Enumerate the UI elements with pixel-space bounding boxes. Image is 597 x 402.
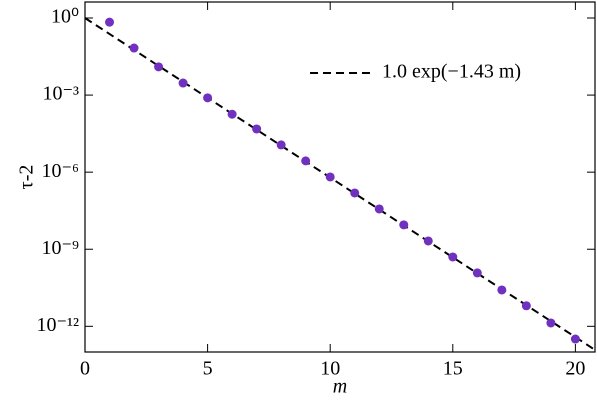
data-point <box>252 124 262 134</box>
y-tick-label: 10⁻⁶ <box>41 160 79 182</box>
data-point <box>472 268 482 278</box>
fit-line <box>85 17 595 351</box>
data-point <box>521 301 531 311</box>
y-tick-label: 10⁻³ <box>42 83 79 105</box>
data-point <box>350 188 360 198</box>
data-point <box>399 220 409 230</box>
data-point <box>178 78 188 88</box>
data-point <box>105 17 115 27</box>
plot-area <box>85 17 595 351</box>
data-point <box>570 334 580 344</box>
y-axis-label: τ-2 <box>16 165 38 190</box>
data-point <box>227 109 237 119</box>
x-tick-label: 5 <box>203 358 213 380</box>
y-tick-label: 10⁻⁹ <box>41 237 79 259</box>
data-point <box>448 252 458 262</box>
data-point <box>374 204 384 214</box>
x-tick-label: 15 <box>443 358 463 380</box>
x-axis-label: m <box>333 376 347 398</box>
y-tick-label: 10⁰ <box>51 6 79 28</box>
y-tick-label: 10⁻¹² <box>36 314 79 336</box>
x-tick-label: 20 <box>565 358 585 380</box>
data-point <box>301 156 311 166</box>
x-tick-label: 0 <box>80 358 90 380</box>
data-point <box>203 93 213 103</box>
data-point <box>325 172 335 182</box>
plot-frame <box>84 1 596 353</box>
data-point <box>276 140 286 150</box>
data-point <box>129 43 139 53</box>
data-point <box>546 318 556 328</box>
data-point <box>154 62 164 72</box>
x-tick-label: 10 <box>320 358 340 380</box>
data-point <box>423 236 433 246</box>
legend-label: 1.0 exp(−1.43 m) <box>382 61 521 83</box>
data-point <box>497 285 507 295</box>
